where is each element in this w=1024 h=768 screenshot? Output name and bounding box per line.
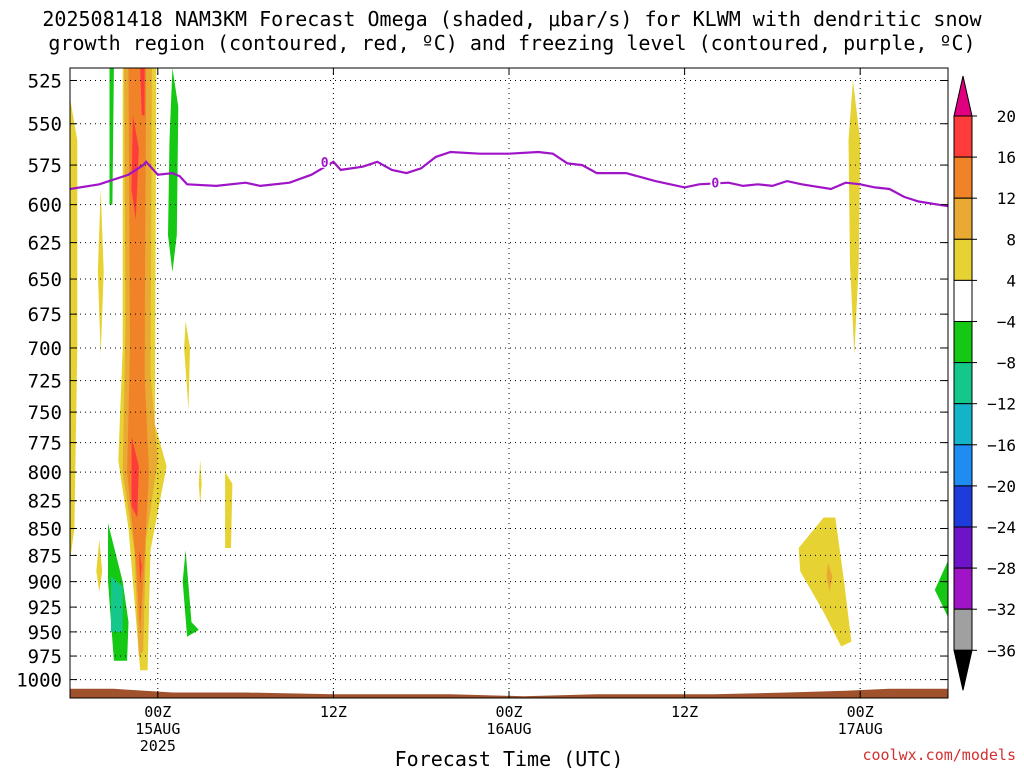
y-tick-label: 800 [28,462,62,484]
x-tick-label: 12Z [671,703,698,721]
omega-region [848,80,861,355]
x-tick-label: 17AUG [838,720,883,738]
colorbar-band [953,115,973,158]
colorbar-label: −16 [987,436,1016,455]
omega-region [225,472,233,548]
omega-region [111,576,123,632]
freezing-level-line [70,150,948,208]
omega-region [198,460,202,505]
colorbar-band [953,279,973,322]
freezing-level-label-bg [710,174,721,189]
omega-region [168,68,179,272]
y-tick-label: 525 [28,70,62,92]
y-tick-label: 950 [28,622,62,644]
colorbar-band [953,444,973,487]
colorbar-bottom-arrow [953,649,973,691]
colorbar-label: −24 [987,518,1016,537]
colorbar-label: −20 [987,477,1016,496]
y-tick-label: 725 [28,371,62,393]
y-tick-label: 700 [28,338,62,360]
y-tick-label: 925 [28,597,62,619]
omega-region [182,550,199,637]
freezing-level-label: 0 [321,156,329,171]
x-tick-label: 16AUG [486,720,531,738]
omega-region [140,68,145,116]
freezing-level-label: 0 [711,177,719,192]
omega-region [131,115,139,220]
x-tick-label: 00Z [144,703,171,721]
colorbar-label: 16 [997,148,1016,167]
colorbar-label: 20 [997,107,1016,126]
y-tick-label: 1000 [16,670,62,692]
y-tick-label: 825 [28,491,62,513]
colorbar-band [953,485,973,528]
terrain-fill [70,688,948,698]
y-tick-label: 575 [28,155,62,177]
colorbar-label: −28 [987,559,1016,578]
x-tick-label: 00Z [495,703,522,721]
x-tick-label: 15AUG [135,720,180,738]
colorbar-band [953,197,973,240]
colorbar-label: 12 [997,189,1016,208]
colorbar-band [953,403,973,446]
colorbar-label: 8 [1006,230,1016,249]
colorbar-band [953,567,973,610]
y-tick-label: 750 [28,402,62,424]
x-axis-label: Forecast Time (UTC) [395,747,624,768]
colorbar-band [953,362,973,405]
chart-title-line1: 2025081418 NAM3KM Forecast Omega (shaded… [42,7,982,31]
y-tick-label: 650 [28,269,62,291]
x-tick-label: 2025 [140,737,176,755]
y-tick-label: 600 [28,195,62,217]
y-tick-label: 975 [28,646,62,668]
y-tick-label: 875 [28,545,62,567]
omega-region [138,550,142,582]
colorbar-band [953,321,973,364]
colorbar-label: −8 [997,354,1016,373]
colorbar-label: −4 [997,313,1016,332]
y-tick-label: 900 [28,572,62,594]
y-tick-label: 675 [28,304,62,326]
colorbar-band [953,238,973,281]
colorbar-label: 4 [1006,271,1016,290]
omega-region [96,539,103,592]
x-tick-label: 12Z [320,703,347,721]
chart-title-line2: growth region (contoured, red, ºC) and f… [48,31,976,55]
omega-region [97,189,104,355]
colorbar-label: −36 [987,641,1016,660]
colorbar-band [953,526,973,569]
omega-region [131,436,139,518]
credit-text: coolwx.com/models [862,746,1016,764]
freezing-level-label-bg [319,153,330,168]
y-tick-label: 775 [28,433,62,455]
omega-region [70,98,78,561]
omega-region [109,68,114,205]
omega-region [184,321,190,410]
colorbar-label: −32 [987,600,1016,619]
y-tick-label: 550 [28,114,62,136]
x-tick-label: 00Z [847,703,874,721]
colorbar-band [953,608,973,651]
colorbar-top-arrow [953,75,973,117]
y-tick-label: 850 [28,518,62,540]
omega-region [934,560,948,618]
y-tick-label: 625 [28,233,62,255]
colorbar-label: −12 [987,395,1016,414]
omega-region [826,562,833,592]
colorbar-band [953,156,973,199]
